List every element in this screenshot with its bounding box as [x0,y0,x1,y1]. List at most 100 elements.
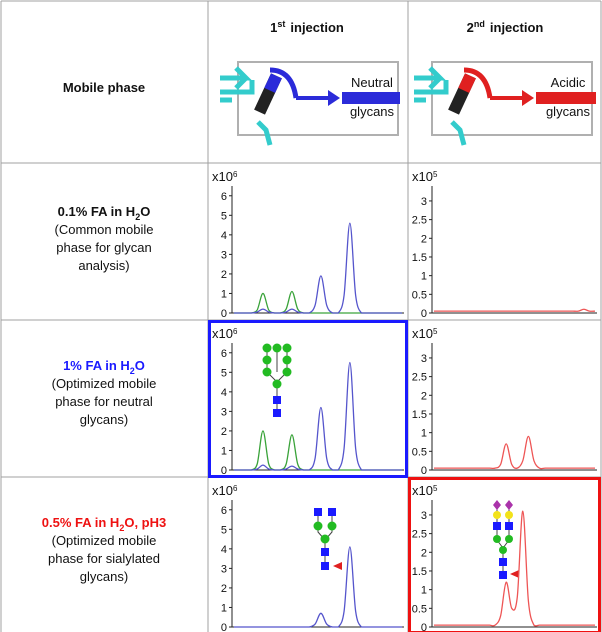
condition-text: 0.5% FA in H [42,515,120,530]
y-tick-label: 4 [221,544,227,556]
y-tick-label: 2 [221,269,227,281]
y-tick-label: 4 [221,230,227,242]
y-tick-label: 6 [221,348,227,360]
glycan-glcnac [505,522,513,530]
glycan-sialic [505,500,513,510]
flow-arrow [452,122,464,145]
glycan-mannose [493,535,501,543]
y-tick-label: 5 [221,367,227,379]
y-tick-label: 2.5 [412,215,427,227]
axis-multiplier: x106 [212,326,238,341]
y-tick-label: 3 [421,196,427,208]
multiplier-base: x10 [212,326,233,341]
glycan-mannose [321,535,330,544]
y-tick-label: 0.5 [412,289,427,301]
figure-table: Mobile phase 1stinjection 2ndinjection N… [0,0,602,632]
glycan-glcnac [499,571,507,579]
highlight-border [410,479,600,632]
y-tick-label: 6 [221,505,227,517]
glycan-galactose [493,511,501,519]
detector-bar [536,92,596,104]
y-tick-label: 2 [221,426,227,438]
condition-label: 0.5% FA in H2O, pH3 [42,515,166,533]
condition-text: 1% FA in H [63,358,130,373]
condition-text: 0.1% FA in H [58,204,136,219]
flow-arrow [414,68,440,88]
glycan-mannose [273,380,282,389]
ordinal: 2 [467,20,474,35]
flow-arrow [258,122,270,145]
multiplier-exponent: 6 [233,327,238,336]
arrow-label: glycans [546,104,591,119]
detector-bar [342,92,400,104]
y-tick-label: 1 [221,288,227,300]
axis-multiplier: x105 [412,483,438,498]
y-tick-label: 3 [221,249,227,261]
y-tick-label: 0.5 [412,446,427,458]
glycan-mannose [283,368,292,377]
glycan-mannose [273,344,282,353]
glycan-icon [263,344,292,418]
multiplier-base: x10 [412,483,433,498]
ordinal-suffix: st [277,19,285,29]
trace-line [234,431,402,470]
condition-label: 1% FA in H2O [63,358,145,376]
condition-description: phase for glycan [56,240,151,255]
multiplier-exponent: 6 [233,484,238,493]
multiplier-base: x10 [412,326,433,341]
y-tick-label: 1 [221,602,227,614]
y-tick-label: 1 [221,445,227,457]
glycan-mannose [283,356,292,365]
trace-line [234,547,402,627]
ordinal: 1 [270,20,277,35]
trace-line [234,223,402,313]
y-tick-label: 1.5 [412,566,427,578]
trace-line [434,436,595,468]
y-tick-label: 0 [421,622,427,632]
y-tick-label: 0 [421,465,427,477]
glycan-sialic [493,500,501,510]
glycan-mannose [499,546,507,554]
arrow-head [328,90,340,106]
condition-text: O, pH3 [124,515,166,530]
condition-description: (Optimized mobile [52,533,157,548]
y-tick-label: 0.5 [412,603,427,615]
axis-multiplier: x105 [412,326,438,341]
injection-label: injection [290,20,344,35]
flow-arrow [414,80,446,100]
condition-description: (Optimized mobile [52,376,157,391]
arrow-head [522,90,534,106]
glycan-fucose [333,562,342,570]
y-tick-label: 2 [421,547,427,559]
glycan-mannose [314,522,323,531]
glycan-mannose [263,344,272,353]
arrow-label: Acidic [551,75,586,90]
arrow-label: glycans [350,104,395,119]
y-tick-label: 3 [221,563,227,575]
condition-label: 0.1% FA in H2O [58,204,151,222]
axis-multiplier: x106 [212,169,238,184]
multiplier-exponent: 5 [433,327,438,336]
multiplier-base: x10 [212,169,233,184]
y-tick-label: 2 [421,390,427,402]
y-tick-label: 0 [221,622,227,632]
multiplier-exponent: 5 [433,484,438,493]
condition-text: O [135,358,145,373]
y-tick-label: 0 [421,308,427,320]
glycan-galactose [505,511,513,519]
multiplier-base: x10 [212,483,233,498]
condition-description: analysis) [78,258,129,273]
y-tick-label: 5 [221,210,227,222]
condition-description: phase for sialylated [48,551,160,566]
column-title: Mobile phase [63,80,145,95]
glycan-glcnac [499,558,507,566]
condition-description: glycans) [80,412,128,427]
axis-multiplier: x106 [212,483,238,498]
ordinal-suffix: nd [474,19,485,29]
condition-description: (Common mobile [55,222,154,237]
glycan-glcnac [328,508,336,516]
y-tick-label: 3 [421,353,427,365]
y-tick-label: 1.5 [412,252,427,264]
injection-label: injection [490,20,544,35]
axis-multiplier: x105 [412,169,438,184]
